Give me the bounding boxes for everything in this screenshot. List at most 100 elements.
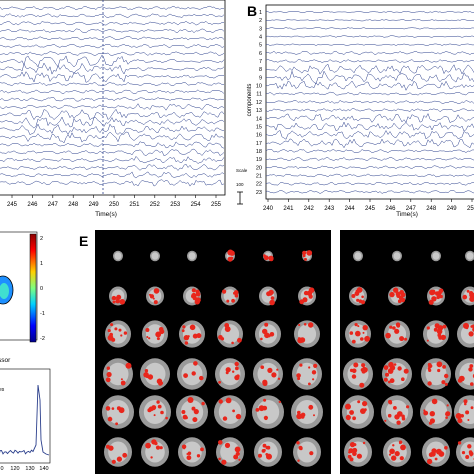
activation-blob [349,410,354,415]
eeg-trace [0,51,225,56]
component-label: 17 [256,141,262,147]
brain-slice [345,320,371,348]
component-trace [265,50,474,55]
activation-blob [155,445,161,450]
activation-blob [428,299,434,305]
eeg-trace [0,43,225,49]
activation-blob [123,331,128,335]
xtick-label: 248 [68,202,79,208]
activation-blob [297,410,301,415]
brain-slice [105,320,131,348]
brain-slice [420,395,452,429]
activation-blob [357,400,361,404]
activation-blob [304,257,307,261]
activation-blob [351,368,357,374]
component-trace [265,19,474,22]
activation-blob [437,333,442,338]
activation-blob [156,400,160,404]
activation-blob [345,403,351,410]
component-label: 3 [259,26,262,32]
activation-blob [106,371,112,378]
activation-blob [364,335,370,342]
activation-blob [125,362,132,369]
brain-slice [179,320,205,348]
panel-b: B components 123456789101112131415161718… [247,3,474,218]
activation-blob [426,339,429,342]
activation-blob [362,401,368,407]
slice-inner [220,324,240,344]
panel-b-ylabel: components [247,84,253,117]
activation-blob [431,448,437,454]
component-label: 19 [256,157,262,163]
activation-blob [389,378,395,384]
brain-slice [293,437,321,467]
eeg-trace [0,89,225,94]
activation-blob [470,382,474,386]
activation-blob [468,367,473,372]
activation-blob [434,323,440,329]
activation-blob [403,368,409,374]
component-trace [265,190,474,194]
xtick-label: 254 [191,202,202,208]
activation-blob [278,400,281,404]
activation-blob [226,299,230,303]
eeg-trace [0,5,225,11]
activation-blob [114,327,118,331]
activation-blob [312,378,315,381]
activation-blob [351,339,356,344]
activation-blob [394,451,400,457]
brain-slice [214,395,246,429]
activation-blob [266,445,271,450]
activation-blob [191,371,196,376]
xtick-label: 247 [406,206,417,212]
activation-blob [384,419,387,422]
activation-blob [155,331,162,338]
activation-blob [347,414,350,417]
activation-blob [271,372,277,378]
activation-blob [469,451,474,456]
component-trace [265,108,474,113]
brain-slice [216,437,244,467]
activation-blob [400,444,406,451]
eeg-trace [0,108,225,121]
activation-blob [116,294,122,300]
activation-blob [460,414,465,418]
component-label: 5 [259,43,262,49]
activation-blob [297,377,301,381]
component-label: 12 [256,100,262,106]
activation-blob [349,331,354,335]
activation-blob [436,295,441,300]
activation-blob [347,454,352,459]
slice-inner [219,362,241,386]
activation-blob [181,444,187,449]
activation-blob [446,404,449,407]
xtick-label: 250 [109,202,120,208]
panel-a-frame [0,0,226,196]
component-label: 8 [259,67,262,73]
component-label: 1 [259,10,262,16]
xtick-label: 242 [304,206,315,212]
activation-blob [218,335,223,340]
brain-slice [381,395,413,429]
activation-blob [276,368,279,371]
activation-blob [183,447,186,450]
activation-blob [184,416,188,420]
component-trace [265,181,474,186]
brain-slice [431,250,441,262]
activation-blob [465,455,470,459]
activation-blob [442,335,446,340]
activation-blob [232,409,236,413]
activation-blob [115,422,118,426]
activation-blob [387,368,394,374]
activation-blob [118,328,122,332]
brain-slice [253,358,283,390]
activation-blob [383,365,389,370]
brain-slice [177,358,207,390]
activation-blob [110,323,114,327]
component-trace [265,27,474,30]
brain-slice [254,437,282,467]
activation-blob [445,412,449,416]
brain-slice [392,250,402,262]
brain-slice [146,286,164,306]
panel-b-xlabel: Time(s) [396,211,418,218]
